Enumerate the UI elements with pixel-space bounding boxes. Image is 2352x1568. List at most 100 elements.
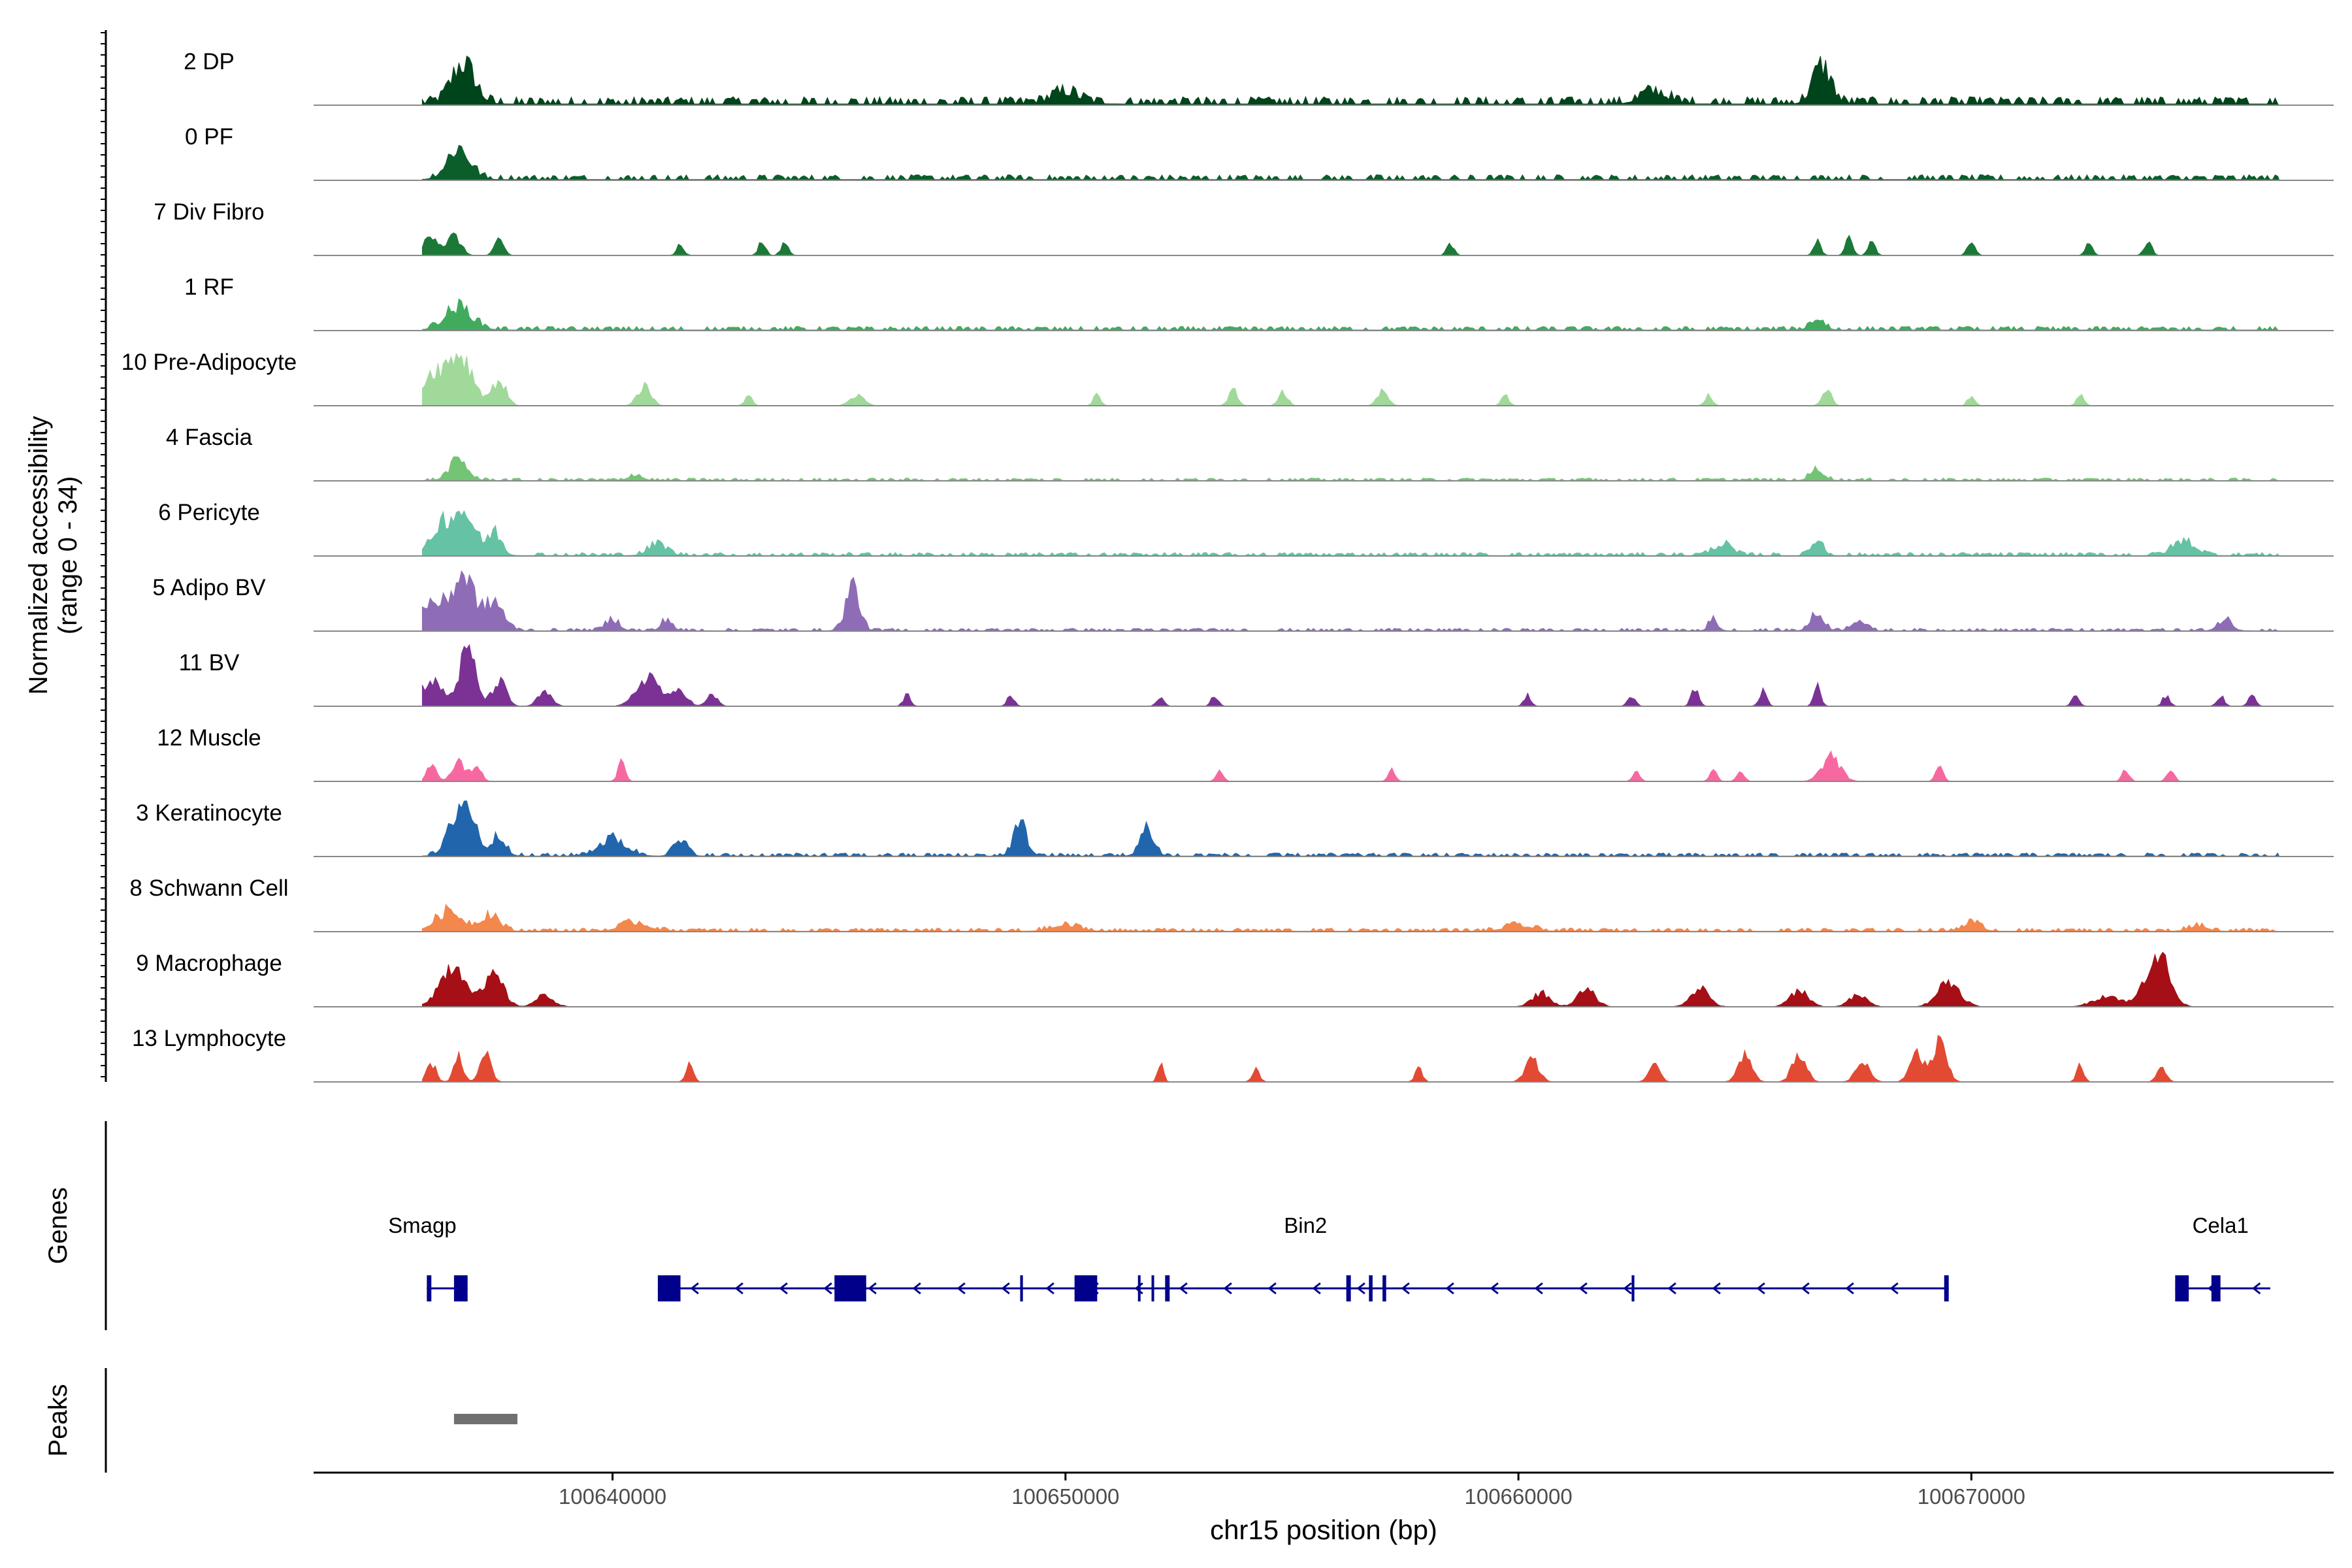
strand-arrow bbox=[1756, 1282, 1765, 1295]
strand-arrow bbox=[1889, 1282, 1899, 1295]
exon bbox=[1137, 1275, 1141, 1301]
strand-arrow bbox=[1267, 1282, 1277, 1295]
track-label: 5 Adipo BV bbox=[152, 575, 266, 600]
x-tick-label: 100670000 bbox=[1918, 1484, 2025, 1509]
exon bbox=[1346, 1275, 1351, 1301]
strand-arrow bbox=[1223, 1282, 1232, 1295]
exon bbox=[1020, 1275, 1023, 1301]
strand-arrow bbox=[1712, 1282, 1721, 1295]
gene-cela1: Cela1 bbox=[2175, 1213, 2270, 1301]
strand-arrow bbox=[1667, 1282, 1676, 1295]
strand-arrow bbox=[1490, 1282, 1499, 1295]
strand-arrow bbox=[1401, 1282, 1410, 1295]
strand-arrow bbox=[823, 1282, 832, 1295]
coverage-area bbox=[421, 144, 2280, 181]
strand-arrow bbox=[1801, 1282, 1810, 1295]
exon bbox=[834, 1275, 866, 1301]
strand-arrow bbox=[2251, 1282, 2261, 1295]
coverage-area bbox=[421, 570, 2279, 632]
x-axis-label: chr15 position (bp) bbox=[1210, 1514, 1437, 1545]
coverage-area bbox=[421, 232, 2279, 256]
peak-regions bbox=[453, 1414, 517, 1424]
gene-smagp: Smagp bbox=[388, 1213, 468, 1301]
peak-region bbox=[453, 1414, 517, 1424]
track-6-pericyte: 6 Pericyte bbox=[158, 500, 2334, 557]
strand-arrow bbox=[779, 1282, 788, 1295]
gene-label: Bin2 bbox=[1284, 1213, 1327, 1237]
exon bbox=[657, 1275, 681, 1301]
strand-arrow bbox=[1534, 1282, 1543, 1295]
coverage-tracks: 2 DP 0 PF 7 Div Fibro 1 RF 10 Pre-Adipocyte 4… bbox=[122, 49, 2334, 1083]
gene-label: Smagp bbox=[388, 1213, 457, 1237]
exon bbox=[427, 1275, 432, 1301]
track-0-pf: 0 PF bbox=[185, 124, 2334, 181]
strand-arrow bbox=[956, 1282, 966, 1295]
strand-arrow bbox=[734, 1282, 743, 1295]
strand-arrow bbox=[1001, 1282, 1010, 1295]
track-label: 7 Div Fibro bbox=[154, 199, 264, 225]
coverage-y-axis-ticks bbox=[101, 32, 106, 1077]
track-label: 3 Keratinocyte bbox=[136, 800, 282, 826]
track-13-lymphocyte: 13 Lymphocyte bbox=[132, 1026, 2334, 1083]
coverage-area bbox=[421, 456, 2279, 482]
strand-arrow bbox=[1179, 1282, 1188, 1295]
track-label: 9 Macrophage bbox=[136, 951, 282, 976]
track-12-muscle: 12 Muscle bbox=[157, 725, 2334, 782]
track-9-macrophage: 9 Macrophage bbox=[136, 951, 2334, 1007]
strand-arrow bbox=[1445, 1282, 1454, 1295]
track-label: 6 Pericyte bbox=[158, 500, 260, 525]
track-label: 13 Lymphocyte bbox=[132, 1026, 286, 1051]
exon bbox=[1382, 1275, 1386, 1301]
exon bbox=[2211, 1275, 2221, 1301]
exon bbox=[1165, 1275, 1170, 1301]
coverage-area bbox=[421, 1034, 2279, 1083]
exon bbox=[1631, 1275, 1635, 1301]
track-label: 10 Pre-Adipocyte bbox=[122, 350, 297, 375]
strand-arrow bbox=[868, 1282, 877, 1295]
x-tick-label: 100650000 bbox=[1011, 1484, 1119, 1509]
track-1-rf: 1 RF bbox=[184, 274, 2334, 331]
gene-bin2: Bin2 bbox=[657, 1213, 1949, 1301]
gene-label: Cela1 bbox=[2193, 1213, 2249, 1237]
track-10-pre-adipocyte: 10 Pre-Adipocyte bbox=[122, 350, 2334, 406]
y-axis-label: Normalized accessibility bbox=[24, 416, 53, 695]
track-4-fascia: 4 Fascia bbox=[166, 425, 2334, 482]
track-3-keratinocyte: 3 Keratinocyte bbox=[136, 800, 2334, 857]
exon bbox=[1369, 1275, 1373, 1301]
track-5-adipo-bv: 5 Adipo BV bbox=[152, 570, 2334, 632]
genes-panel-label: Genes bbox=[44, 1187, 73, 1264]
exon bbox=[1074, 1275, 1098, 1301]
gene-annotations: Smagp Bin2 Cela1 bbox=[388, 1213, 2270, 1301]
coverage-area bbox=[421, 904, 2279, 932]
track-label: 1 RF bbox=[184, 274, 234, 300]
x-tick-label: 100660000 bbox=[1465, 1484, 1573, 1509]
strand-arrow bbox=[1623, 1282, 1632, 1295]
track-label: 8 Schwann Cell bbox=[129, 875, 288, 901]
track-2-dp: 2 DP bbox=[184, 49, 2334, 106]
coverage-area bbox=[421, 56, 2281, 106]
strand-arrow bbox=[1045, 1282, 1054, 1295]
track-label: 0 PF bbox=[185, 124, 233, 150]
exon bbox=[453, 1275, 468, 1301]
coverage-area bbox=[421, 644, 2279, 707]
coverage-area bbox=[421, 352, 2279, 406]
strand-arrow bbox=[1312, 1282, 1321, 1295]
exon bbox=[2175, 1275, 2189, 1301]
coverage-area bbox=[421, 951, 2279, 1007]
exon bbox=[1944, 1275, 1949, 1301]
coverage-area bbox=[421, 750, 2279, 782]
strand-arrow bbox=[1578, 1282, 1588, 1295]
coverage-area bbox=[421, 510, 2280, 557]
track-label: 4 Fascia bbox=[166, 425, 253, 450]
x-axis-ticks: 100640000 100650000 100660000 100670000 bbox=[559, 1473, 2025, 1509]
y-axis-label-range: (range 0 - 34) bbox=[54, 476, 82, 634]
track-11-bv: 11 BV bbox=[179, 644, 2334, 707]
track-8-schwann-cell: 8 Schwann Cell bbox=[129, 875, 2334, 932]
track-7-div-fibro: 7 Div Fibro bbox=[154, 199, 2334, 256]
coverage-area bbox=[421, 800, 2280, 857]
strand-arrow bbox=[690, 1282, 699, 1295]
track-label: 2 DP bbox=[184, 49, 235, 74]
coverage-area bbox=[421, 298, 2279, 331]
track-label: 11 BV bbox=[179, 650, 240, 676]
